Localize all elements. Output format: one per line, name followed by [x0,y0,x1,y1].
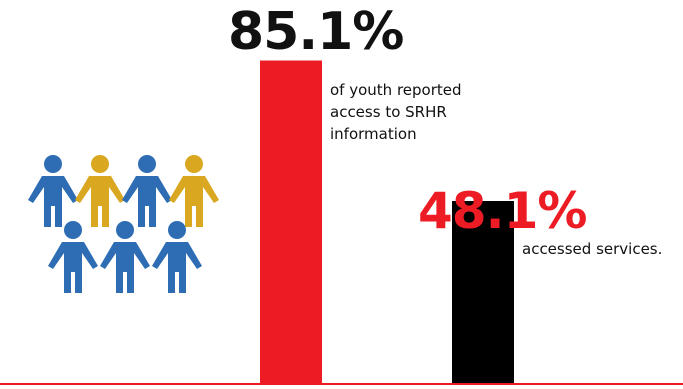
bar-value-label-youth-information: 85.1% [228,2,404,62]
bar-category-label-accessed-services: accessed services. [522,240,663,258]
bar-2 [452,201,514,384]
bar-value-label-accessed-services: 48.1% [418,182,587,240]
person-icon [152,221,202,293]
person-icon [122,155,172,227]
person-icon [28,155,78,227]
person-icon [169,155,219,227]
bar-category-label-youth-information: of youth reported access to SRHR informa… [330,81,462,143]
person-icon [48,221,98,293]
person-icon [100,221,150,293]
person-icon [75,155,125,227]
bar-1 [260,60,322,385]
people-group-icon [28,155,219,293]
chart-baseline [0,383,683,385]
